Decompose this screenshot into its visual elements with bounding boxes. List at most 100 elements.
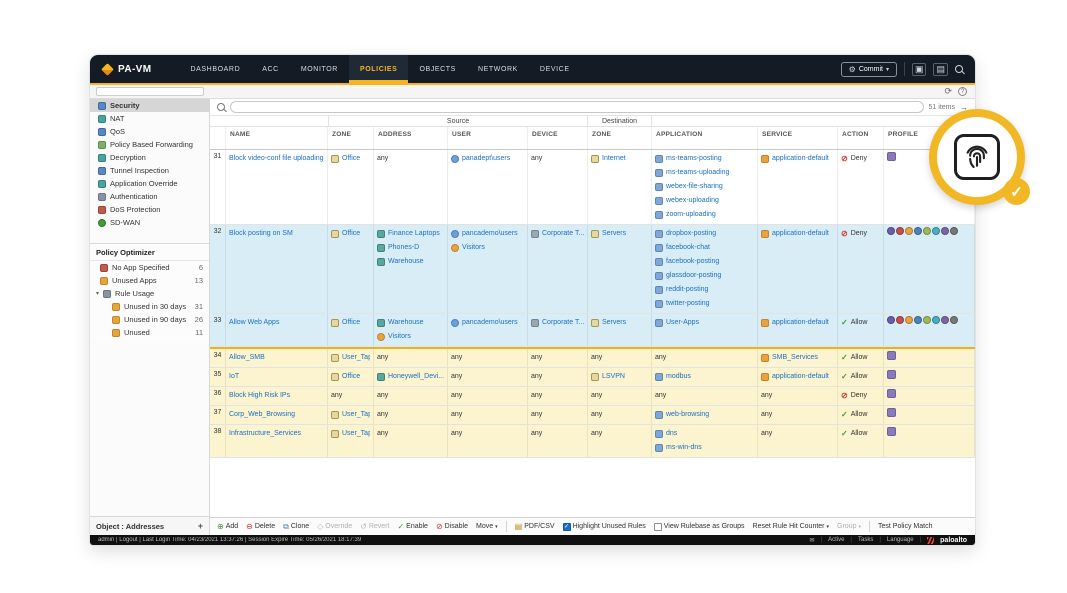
checkbox-highlight-unused-rules[interactable]: ✓ Highlight Unused Rules [562, 522, 646, 531]
service-link[interactable]: application-default [772, 373, 829, 380]
user-link[interactable]: pancademo\users [462, 319, 518, 326]
rule-number[interactable]: 37 [210, 406, 226, 424]
col-header-application[interactable]: APPLICATION [652, 127, 758, 149]
action-label[interactable]: Allow [850, 354, 868, 361]
rule-number[interactable]: 32 [210, 225, 226, 313]
enable-button[interactable]: ✓ Enable [397, 522, 428, 531]
service-link[interactable]: SMB_Services [772, 354, 818, 361]
service-link[interactable]: application-default [772, 319, 829, 326]
rule-number[interactable]: 33 [210, 314, 226, 346]
zone-link[interactable]: Office [342, 319, 361, 326]
checkbox-view-rulebase-as-groups[interactable]: View Rulebase as Groups [653, 522, 745, 531]
optimizer-item-rule-usage[interactable]: ▾ Rule Usage [90, 287, 209, 300]
nav-tab-device[interactable]: DEVICE [539, 65, 570, 73]
application-link[interactable]: ms-teams-posting [666, 155, 722, 162]
application-link[interactable]: webex-file-sharing [666, 183, 723, 190]
action-label[interactable]: Allow [850, 430, 868, 437]
profile-icon[interactable] [887, 152, 896, 161]
global-search-icon[interactable] [955, 65, 963, 73]
application-link[interactable]: zoom-uploading [666, 211, 716, 218]
rule-number[interactable]: 35 [210, 368, 226, 386]
profile-group-icon[interactable] [923, 227, 931, 235]
profile-group-icon[interactable] [896, 227, 904, 235]
profile-group-icon[interactable] [932, 227, 940, 235]
profile-group-icon[interactable] [923, 316, 931, 324]
action-label[interactable]: Deny [850, 230, 868, 237]
profile-group-icon[interactable] [905, 227, 913, 235]
device-link[interactable]: Corporate T... [542, 230, 584, 237]
statusbar-tasks[interactable]: Tasks [857, 537, 874, 543]
rule-number[interactable]: 34 [210, 349, 226, 367]
refresh-icon[interactable]: ⟳ [944, 86, 952, 96]
col-header-user[interactable]: USER [448, 127, 528, 149]
application-link[interactable]: twitter-posting [666, 300, 710, 307]
optimizer-item-no-app-specified[interactable]: No App Specified 6 [90, 261, 209, 274]
rule-name-link[interactable]: Allow Web Apps [229, 319, 280, 326]
nav-tab-acc[interactable]: ACC [262, 65, 279, 73]
address-link[interactable]: Warehouse [388, 258, 424, 265]
profile-icon[interactable] [887, 351, 896, 360]
action-label[interactable]: Allow [850, 373, 868, 380]
statusbar-language[interactable]: Language [886, 537, 914, 543]
service-link[interactable]: application-default [772, 155, 829, 162]
object-addresses-footer[interactable]: Object : Addresses + [90, 516, 209, 535]
address-link[interactable]: Honeywell_Devi... [388, 373, 444, 380]
rule-name-link[interactable]: IoT [229, 373, 240, 380]
nav-tab-policies[interactable]: POLICIES [348, 55, 409, 83]
zone-link[interactable]: Office [342, 155, 361, 162]
user-link[interactable]: Visitors [462, 244, 485, 251]
profile-group-icon[interactable] [950, 316, 958, 324]
profile-group-icon[interactable] [932, 316, 940, 324]
action-label[interactable]: Allow [850, 319, 868, 326]
sidebar-item-tunnel-inspection[interactable]: Tunnel Inspection [90, 164, 209, 177]
user-link[interactable]: panadept\users [462, 155, 511, 162]
rule-name-link[interactable]: Block video-conf file uploading [229, 155, 324, 162]
profile-group-icon[interactable] [896, 316, 904, 324]
address-link[interactable]: Visitors [388, 333, 411, 340]
rule-name-link[interactable]: Corp_Web_Browsing [229, 411, 296, 418]
optimizer-item-unused-apps[interactable]: Unused Apps 13 [90, 274, 209, 287]
profile-group-icon[interactable] [887, 316, 895, 324]
address-link[interactable]: Phones-D [388, 244, 420, 251]
service-link[interactable]: application-default [772, 230, 829, 237]
rule-number[interactable]: 36 [210, 387, 226, 405]
sidebar-item-security[interactable]: Security [90, 99, 209, 112]
caret-down-icon[interactable]: ▾ [96, 291, 100, 297]
col-header-name[interactable]: NAME [226, 127, 328, 149]
application-link[interactable]: ms-teams-uploading [666, 169, 730, 176]
sidebar-item-sd-wan[interactable]: SD-WAN [90, 216, 209, 229]
profile-group-icon[interactable] [950, 227, 958, 235]
application-link[interactable]: modbus [666, 373, 691, 380]
rule-name-link[interactable]: Infrastructure_Services [229, 430, 301, 437]
profile-icon[interactable] [887, 427, 896, 436]
action-label[interactable]: Allow [850, 411, 868, 418]
action-label[interactable]: Deny [850, 392, 868, 399]
col-header-service[interactable]: SERVICE [758, 127, 838, 149]
application-link[interactable]: reddit-posting [666, 286, 709, 293]
rule-name-link[interactable]: Block High Risk IPs [229, 392, 291, 399]
add-button[interactable]: ⊕ Add [217, 522, 238, 531]
profile-group-icon[interactable] [914, 316, 922, 324]
dest-zone-link[interactable]: Internet [602, 155, 626, 162]
application-link[interactable]: dns [666, 430, 678, 437]
rule-number[interactable]: 31 [210, 150, 226, 224]
test-policy-match-button[interactable]: Test Policy Match [878, 523, 932, 530]
dest-zone-link[interactable]: Servers [602, 319, 627, 326]
zone-link[interactable]: User_Tap [342, 430, 370, 437]
application-link[interactable]: facebook-chat [666, 244, 710, 251]
optimizer-item-unused-in-30-days[interactable]: Unused in 30 days 31 [90, 300, 209, 313]
application-link[interactable]: web-browsing [666, 411, 710, 418]
address-link[interactable]: Warehouse [388, 319, 424, 326]
zone-link[interactable]: User_Tap [342, 354, 370, 361]
add-object-icon[interactable]: + [197, 521, 203, 531]
nav-tab-objects[interactable]: OBJECTS [419, 65, 456, 73]
zone-link[interactable]: Office [342, 373, 361, 380]
col-header-device[interactable]: DEVICE [528, 127, 588, 149]
application-link[interactable]: glassdoor-posting [666, 272, 722, 279]
profile-icon[interactable] [887, 389, 896, 398]
commit-button[interactable]: ⚙ Commit ▾ [840, 61, 897, 77]
action-label[interactable]: Deny [850, 155, 868, 162]
col-header-zone[interactable]: ZONE [328, 127, 374, 149]
clone-button[interactable]: ⧉ Clone [283, 522, 309, 532]
zone-link[interactable]: Office [342, 230, 361, 237]
